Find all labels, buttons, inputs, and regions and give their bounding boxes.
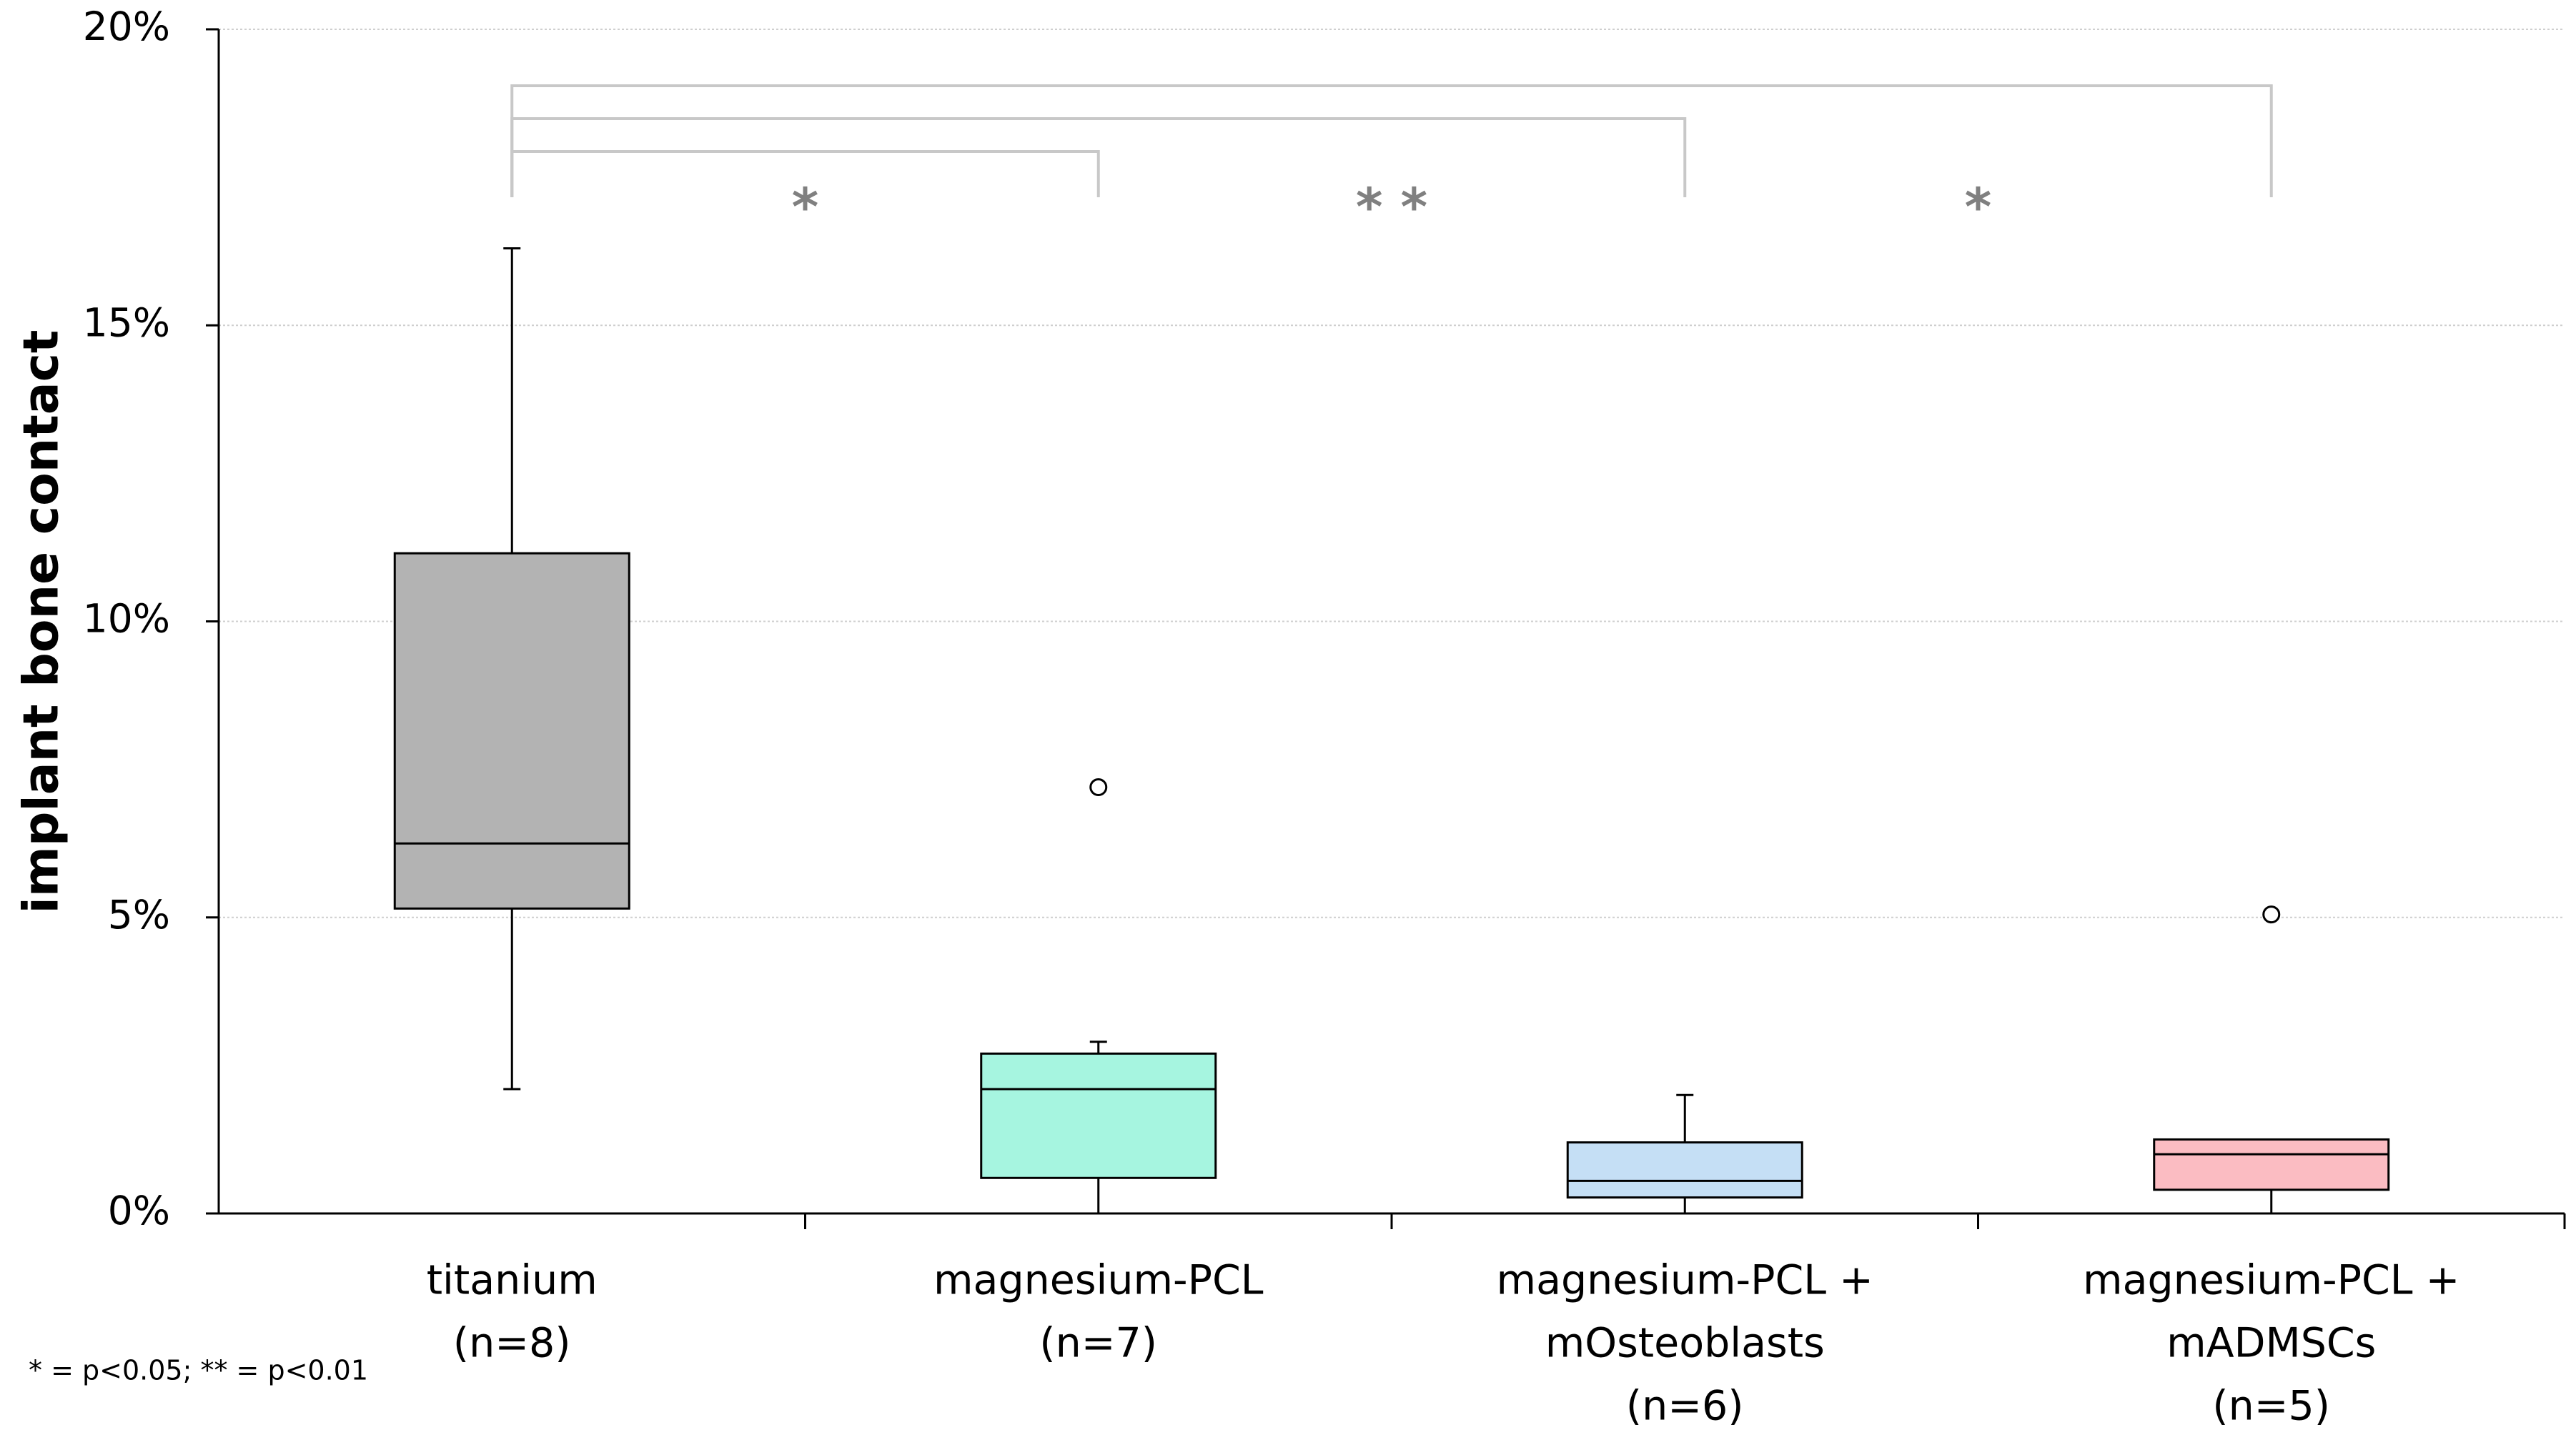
x-tick-label: magnesium-PCL +: [2083, 1257, 2459, 1304]
y-tick-label: 15%: [83, 299, 170, 345]
x-tick-label: titanium: [427, 1257, 598, 1304]
x-tick-label: magnesium-PCL +: [1497, 1257, 1873, 1304]
x-tick-label: (n=5): [2212, 1383, 2330, 1430]
outlier: [2262, 905, 2281, 924]
significance-bracket: [510, 84, 2273, 197]
significance-label: * *: [1356, 177, 1427, 237]
x-tick-label: mADMSCs: [2166, 1320, 2376, 1367]
x-tick-label: mOsteoblasts: [1545, 1320, 1825, 1367]
y-axis-title: implant bone contact: [14, 330, 70, 914]
box: [393, 552, 630, 910]
x-tick-label: (n=8): [453, 1320, 571, 1367]
y-tick-label: 5%: [108, 892, 170, 938]
significance-label: *: [1965, 177, 1992, 237]
x-tick-label: (n=7): [1039, 1320, 1157, 1367]
box: [1566, 1141, 1803, 1199]
outlier: [1089, 778, 1108, 796]
box: [2153, 1138, 2390, 1191]
y-tick-label: 10%: [83, 596, 170, 642]
footnote: * = p<0.05; ** = p<0.01: [29, 1355, 368, 1386]
x-tick-label: magnesium-PCL: [933, 1257, 1264, 1304]
y-tick-label: 20%: [83, 4, 170, 49]
box: [980, 1052, 1217, 1179]
x-tick-label: (n=6): [1626, 1383, 1744, 1430]
y-tick-label: 0%: [108, 1188, 170, 1233]
significance-label: *: [792, 177, 819, 237]
